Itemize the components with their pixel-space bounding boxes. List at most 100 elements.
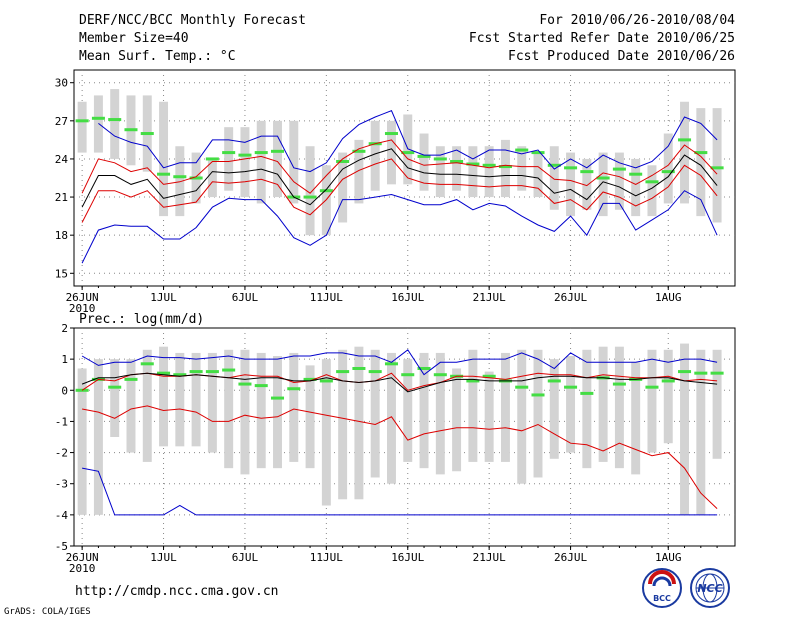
median-marker [319, 189, 333, 193]
ensemble-range-bar [468, 349, 478, 462]
ncc-logo-text: NCC [697, 582, 722, 595]
median-marker [173, 175, 187, 179]
series-line-mean-sd [82, 405, 718, 509]
ensemble-range-bar [386, 352, 396, 484]
median-marker [596, 176, 610, 180]
series-line-mean-sd [81, 158, 718, 223]
ensemble-range-bar [566, 356, 576, 453]
median-marker [401, 373, 415, 377]
ensemble-range-bar [370, 120, 380, 191]
median-marker [352, 149, 366, 153]
median-marker [417, 366, 431, 370]
x-tick-label: 6JUL [232, 291, 259, 304]
median-marker [564, 385, 578, 389]
median-marker [108, 118, 122, 122]
median-marker [270, 149, 285, 153]
ensemble-range-bar [419, 133, 429, 191]
ensemble-range-bar [647, 165, 657, 217]
ensemble-range-bar [614, 346, 624, 469]
started-date: Fcst Started Refer Date 2010/06/25 [469, 31, 735, 46]
median-marker [580, 391, 594, 395]
ensemble-range-bar [354, 139, 364, 204]
median-marker [433, 157, 447, 161]
ensemble-range-bar [680, 343, 690, 515]
ensemble-range-bar [77, 368, 87, 515]
ensemble-range-bar [240, 127, 250, 198]
median-marker [157, 371, 171, 375]
x-tick-label: 1JUL [150, 291, 177, 304]
y-tick-label: 1 [61, 353, 68, 366]
median-marker [694, 371, 708, 375]
median-marker [710, 371, 724, 375]
median-marker [205, 157, 219, 161]
forecast-title: DERF/NCC/BCC Monthly Forecast [79, 13, 306, 28]
ensemble-range-bar [77, 101, 87, 153]
x-tick-label: 1JUL [150, 551, 177, 564]
median-marker [466, 162, 480, 166]
series-line-min [81, 190, 718, 264]
ensemble-range-bar [338, 349, 348, 500]
x-tick-label: 11JUL [310, 551, 343, 564]
median-marker [547, 379, 561, 383]
median-marker [384, 362, 398, 366]
median-marker [547, 163, 561, 167]
ensemble-range-bar [191, 352, 201, 447]
ensemble-range-bar [452, 368, 462, 472]
series-line-mean-sd [81, 139, 718, 194]
x-tick-label: 26JUL [554, 291, 587, 304]
x-tick-label: 16JUL [391, 551, 424, 564]
median-marker [645, 180, 659, 184]
ensemble-range-bar [386, 120, 396, 185]
median-marker [612, 382, 626, 386]
ensemble-range-bar [549, 359, 559, 459]
x-tick-label: 26JUL [554, 551, 587, 564]
ensemble-range-bar [533, 152, 543, 198]
ensemble-range-bar [614, 152, 624, 210]
y-tick-label: -3 [55, 478, 68, 491]
y-tick-label: 18 [55, 229, 68, 242]
x-tick-label: 21JUL [473, 291, 506, 304]
ensemble-range-bar [93, 359, 103, 515]
y-tick-label: 24 [55, 153, 69, 166]
median-marker [661, 170, 675, 174]
median-marker [303, 195, 317, 199]
precip-label: Prec.: log(mm/d) [79, 312, 204, 327]
x-tick-year-label: 2010 [69, 302, 96, 315]
ensemble-range-bar [435, 352, 445, 475]
median-marker [205, 370, 219, 374]
ensemble-range-bar [273, 356, 282, 469]
produced-date: Fcst Produced Date 2010/06/26 [508, 49, 735, 64]
y-tick-label: 2 [61, 322, 68, 335]
median-marker [173, 373, 187, 377]
ensemble-range-bar [256, 352, 266, 469]
series-line-max [81, 349, 718, 376]
median-marker [661, 379, 675, 383]
source-url[interactable]: http://cmdp.ncc.cma.gov.cn [75, 584, 279, 599]
median-marker [303, 377, 317, 381]
bcc-logo: BCC [642, 568, 682, 608]
median-marker [401, 151, 415, 155]
ensemble-range-bar [712, 349, 722, 459]
ensemble-range-bar [305, 365, 315, 469]
ensemble-range-bar [680, 101, 690, 204]
ensemble-range-bar [598, 152, 608, 217]
series-line-ensemble-mean [81, 372, 718, 393]
series-line-ensemble-mean [81, 148, 718, 208]
ensemble-range-bar [240, 349, 250, 475]
median-marker [368, 370, 382, 374]
y-tick-label: 30 [55, 77, 68, 90]
series-line-min [82, 467, 718, 516]
ensemble-range-bar [419, 352, 429, 469]
median-marker [238, 382, 252, 386]
median-marker [515, 148, 529, 152]
median-marker [140, 362, 154, 366]
median-marker [564, 166, 578, 170]
median-marker [384, 132, 398, 136]
y-tick-label: 21 [55, 191, 68, 204]
median-marker [140, 132, 154, 136]
median-marker [482, 163, 496, 167]
